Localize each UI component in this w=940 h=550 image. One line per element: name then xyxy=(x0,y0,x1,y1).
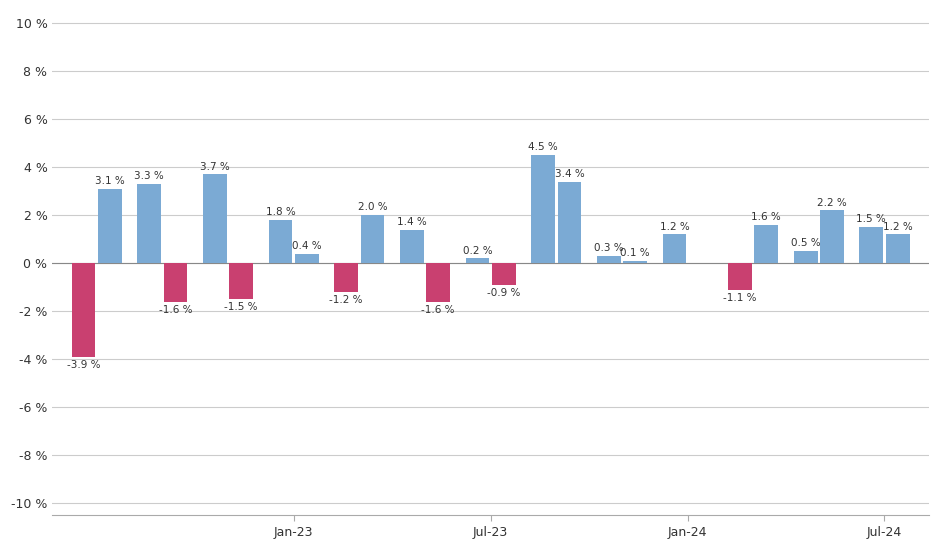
Text: 0.3 %: 0.3 % xyxy=(594,243,623,253)
Text: 1.5 %: 1.5 % xyxy=(856,214,886,224)
Text: 1.4 %: 1.4 % xyxy=(397,217,427,227)
Bar xyxy=(885,234,910,263)
Bar xyxy=(426,263,450,302)
Text: 1.8 %: 1.8 % xyxy=(266,207,295,217)
Bar xyxy=(557,182,581,263)
Bar xyxy=(164,263,187,302)
Bar xyxy=(820,211,844,263)
Text: -1.2 %: -1.2 % xyxy=(329,295,363,305)
Bar xyxy=(465,258,490,263)
Bar xyxy=(335,263,358,292)
Bar xyxy=(400,230,424,263)
Text: -1.1 %: -1.1 % xyxy=(723,293,757,303)
Bar xyxy=(728,263,752,290)
Bar xyxy=(623,261,647,263)
Text: -1.5 %: -1.5 % xyxy=(225,302,258,312)
Text: 0.1 %: 0.1 % xyxy=(620,248,650,258)
Bar xyxy=(203,174,227,263)
Text: 3.1 %: 3.1 % xyxy=(95,176,125,186)
Bar xyxy=(361,215,384,263)
Text: 0.4 %: 0.4 % xyxy=(292,241,321,251)
Text: -0.9 %: -0.9 % xyxy=(487,288,521,298)
Text: 2.0 %: 2.0 % xyxy=(357,202,387,212)
Text: 3.3 %: 3.3 % xyxy=(134,171,164,181)
Text: 2.2 %: 2.2 % xyxy=(817,197,847,207)
Bar xyxy=(295,254,319,263)
Bar xyxy=(794,251,818,263)
Text: 3.4 %: 3.4 % xyxy=(555,169,585,179)
Bar xyxy=(269,220,292,263)
Bar xyxy=(755,225,778,263)
Text: 0.5 %: 0.5 % xyxy=(791,238,821,249)
Bar xyxy=(531,155,555,263)
Text: -1.6 %: -1.6 % xyxy=(421,305,455,315)
Text: -3.9 %: -3.9 % xyxy=(67,360,101,370)
Text: 1.2 %: 1.2 % xyxy=(883,222,913,232)
Text: 4.5 %: 4.5 % xyxy=(528,142,558,152)
Text: 0.2 %: 0.2 % xyxy=(462,246,493,256)
Text: -1.6 %: -1.6 % xyxy=(159,305,193,315)
Bar xyxy=(663,234,686,263)
Bar xyxy=(859,227,884,263)
Bar xyxy=(137,184,161,263)
Bar xyxy=(71,263,96,357)
Text: 3.7 %: 3.7 % xyxy=(200,162,229,172)
Bar xyxy=(229,263,253,299)
Bar xyxy=(492,263,516,285)
Bar xyxy=(98,189,122,263)
Text: 1.6 %: 1.6 % xyxy=(751,212,781,222)
Bar xyxy=(597,256,620,263)
Text: 1.2 %: 1.2 % xyxy=(660,222,689,232)
